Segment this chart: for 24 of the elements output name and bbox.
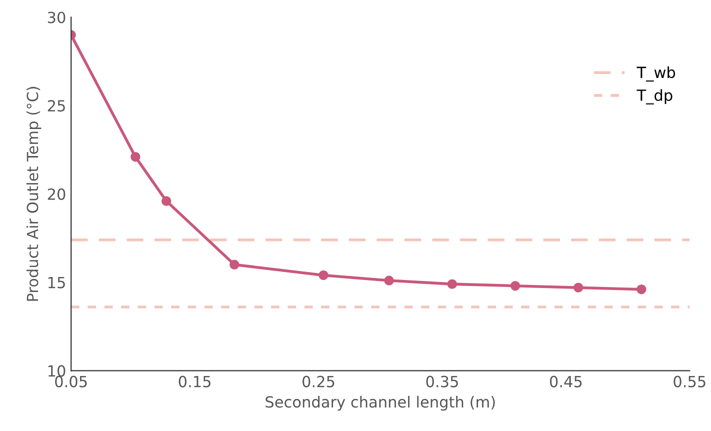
y-tick-label: 25 — [48, 100, 65, 112]
y-tick-label: 10 — [48, 365, 66, 377]
point — [510, 280, 520, 291]
point — [318, 270, 328, 280]
point — [130, 152, 140, 162]
x-tick-label: 0.45 — [550, 376, 582, 388]
x-tick-label: 0.05 — [55, 376, 87, 388]
legend-label: T_wb — [636, 66, 676, 82]
point — [447, 279, 457, 289]
y-tick-label: 15 — [48, 276, 65, 288]
point — [573, 282, 584, 292]
y-tick-label: 30 — [48, 12, 66, 24]
point — [162, 196, 172, 206]
x-tick-label: 0.25 — [302, 376, 334, 388]
legend-label: T_dp — [636, 89, 672, 104]
x-tick-label: 0.55 — [674, 376, 706, 388]
y-tick-label: 20 — [48, 188, 66, 200]
x-tick-label: 0.35 — [426, 376, 458, 388]
point — [230, 260, 240, 270]
y-axis-title: Product Air Outlet Temp (°C) — [26, 86, 42, 301]
point — [636, 284, 646, 294]
x-tick-label: 0.15 — [178, 376, 210, 388]
x-axis-title: Secondary channel length (m) — [266, 396, 495, 411]
point — [384, 276, 394, 286]
